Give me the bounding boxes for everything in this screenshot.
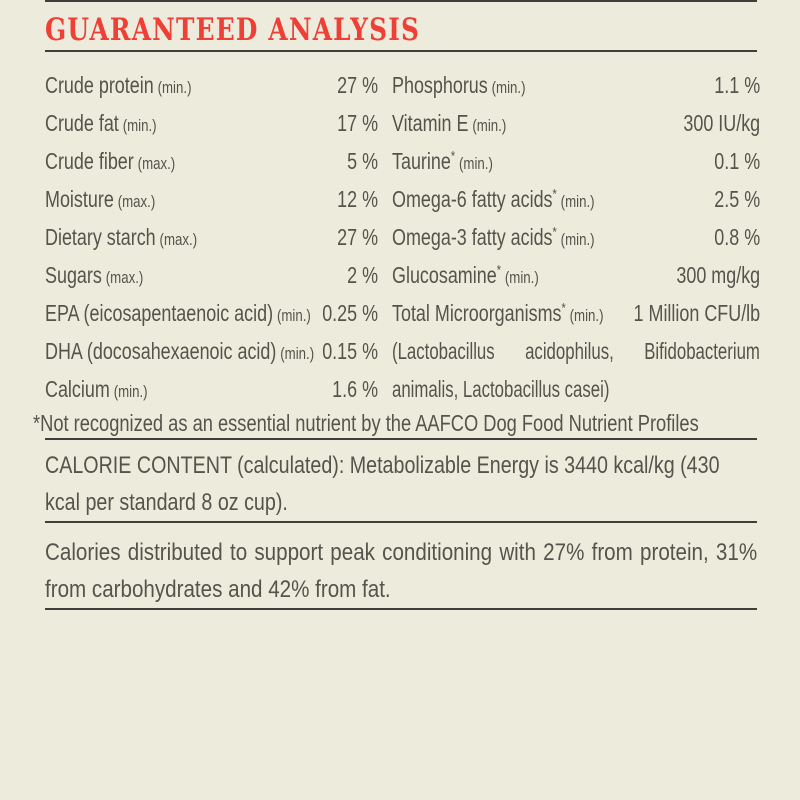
not-recognized-asterisk: *: [450, 147, 456, 164]
nutrient-value: 300 mg/kg: [676, 262, 761, 288]
nutrient-qualifier: (min.): [280, 344, 315, 363]
analysis-row: Sugars (max.) 2 %: [45, 256, 378, 294]
nutrient-value: 0.1 %: [714, 148, 761, 174]
nutrient-qualifier: (min.): [560, 230, 595, 249]
analysis-column-right: Phosphorus (min.) 1.1 % Vitamin E (min.) 300 …: [392, 66, 760, 408]
nutrient-name: Calcium: [45, 376, 110, 402]
nutrient-label: DHA (docosahexaenoic acid) (min.): [45, 332, 314, 373]
nutrient-value: 2 %: [347, 262, 379, 288]
analysis-table: Crude protein (min.) 27 % Crude fat (min.) 17…: [45, 66, 760, 408]
nutrient-value: 300 IU/kg: [683, 110, 761, 136]
nutrient-qualifier: (max.): [105, 268, 144, 287]
nutrient-label: Total Microorganisms* (min.): [392, 294, 604, 335]
nutrient-value: 1.1 %: [714, 72, 761, 98]
divider-top: [45, 0, 757, 2]
nutrient-name: Dietary starch: [45, 224, 156, 250]
nutrient-name: EPA (eicosapentaenoic acid): [45, 300, 274, 326]
analysis-row: Moisture (max.) 12 %: [45, 180, 378, 218]
analysis-row: Vitamin E (min.) 300 IU/kg: [392, 104, 760, 142]
nutrient-label: Vitamin E (min.): [392, 104, 506, 145]
nutrient-qualifier: (min.): [157, 78, 192, 97]
nutrient-value: 27 %: [337, 224, 379, 250]
nutrient-name: Taurine: [392, 148, 451, 174]
nutrient-qualifier: (min.): [458, 154, 493, 173]
analysis-row: Dietary starch (max.) 27 %: [45, 218, 378, 256]
section-title: GUARANTEED ANALYSIS: [45, 12, 421, 48]
nutrient-qualifier: (min.): [122, 116, 157, 135]
nutrient-qualifier: (min.): [560, 192, 595, 211]
nutrient-label: Sugars (max.): [45, 256, 143, 297]
nutrient-label: EPA (eicosapentaenoic acid) (min.): [45, 294, 311, 335]
analysis-row: Taurine* (min.) 0.1 %: [392, 142, 760, 180]
nutrient-label: Taurine* (min.): [392, 142, 493, 183]
not-recognized-asterisk: *: [496, 261, 501, 278]
nutrient-label: Moisture (max.): [45, 180, 155, 221]
nutrient-name: Total Microorganisms: [392, 300, 562, 326]
analysis-row: Phosphorus (min.) 1.1 %: [392, 66, 760, 104]
nutrient-name: Moisture: [45, 186, 114, 212]
nutrient-label: Dietary starch (max.): [45, 218, 197, 259]
analysis-row: Crude fiber (max.) 5 %: [45, 142, 378, 180]
analysis-row: Omega-3 fatty acids* (min.) 0.8 %: [392, 218, 760, 256]
calorie-content-statement: CALORIE CONTENT (calculated): Metaboliza…: [45, 452, 720, 516]
nutrient-qualifier: (min.): [113, 382, 148, 401]
divider-above-calorie-distribution: [45, 521, 757, 523]
analysis-row: Calcium (min.) 1.6 %: [45, 370, 378, 408]
divider-above-calorie-content: [45, 438, 757, 440]
nutrient-qualifier: (min.): [276, 306, 311, 325]
nutrient-value: 1.6 %: [332, 376, 379, 402]
nutrient-value: 12 %: [337, 186, 379, 212]
nutrient-name: Vitamin E: [392, 110, 469, 136]
nutrient-qualifier: (min.): [504, 268, 539, 287]
nutrient-name: DHA (docosahexaenoic acid): [45, 338, 277, 364]
nutrient-value: 0.15 %: [322, 338, 379, 364]
not-recognized-asterisk: *: [552, 185, 557, 202]
nutrient-label: Crude fiber (max.): [45, 142, 175, 183]
nutrient-name: Sugars: [45, 262, 102, 288]
nutrient-label: Calcium (min.): [45, 370, 148, 411]
nutrient-label: Omega-6 fatty acids* (min.): [392, 180, 595, 221]
not-recognized-asterisk: *: [552, 223, 557, 240]
analysis-row: DHA (docosahexaenoic acid) (min.) 0.15 %: [45, 332, 378, 370]
nutrient-value: 1 Million CFU/lb: [633, 300, 761, 326]
aafco-footnote: *Not recognized as an essential nutrient…: [33, 410, 699, 436]
divider-bottom: [45, 608, 757, 610]
analysis-row: EPA (eicosapentaenoic acid) (min.) 0.25 %: [45, 294, 378, 332]
nutrient-label: Phosphorus (min.): [392, 66, 526, 107]
analysis-row: Glucosamine* (min.) 300 mg/kg: [392, 256, 760, 294]
nutrient-value: 17 %: [337, 110, 379, 136]
nutrient-qualifier: (min.): [569, 306, 604, 325]
nutrient-value: 27 %: [337, 72, 379, 98]
nutrient-qualifier: (max.): [159, 230, 198, 249]
nutrient-qualifier: (min.): [491, 78, 526, 97]
microorganisms-species-note: (Lactobacillus acidophilus, Bifidobacter…: [392, 338, 760, 402]
nutrient-name: Glucosamine: [392, 262, 497, 288]
nutrient-name: Crude protein: [45, 72, 154, 98]
nutrient-value: 2.5 %: [714, 186, 761, 212]
nutrient-value: 5 %: [347, 148, 379, 174]
nutrient-label: Crude fat (min.): [45, 104, 157, 145]
nutrient-qualifier: (min.): [472, 116, 507, 135]
analysis-column-left: Crude protein (min.) 27 % Crude fat (min.) 17…: [45, 66, 378, 408]
analysis-row: Crude fat (min.) 17 %: [45, 104, 378, 142]
analysis-row: Omega-6 fatty acids* (min.) 2.5 %: [392, 180, 760, 218]
analysis-row: Total Microorganisms* (min.) 1 Million CFU…: [392, 294, 760, 332]
nutrient-qualifier: (max.): [117, 192, 156, 211]
divider-under-title: [45, 50, 757, 52]
analysis-row: Crude protein (min.) 27 %: [45, 66, 378, 104]
nutrient-name: Phosphorus: [392, 72, 488, 98]
nutrient-label: Omega-3 fatty acids* (min.): [392, 218, 595, 259]
nutrient-name: Omega-3 fatty acids: [392, 224, 553, 250]
nutrient-name: Omega-6 fatty acids: [392, 186, 553, 212]
calorie-distribution-statement: Calories distributed to support peak con…: [45, 539, 758, 603]
nutrient-label: Crude protein (min.): [45, 66, 191, 107]
nutrient-name: Crude fiber: [45, 148, 134, 174]
nutrient-qualifier: (max.): [137, 154, 176, 173]
not-recognized-asterisk: *: [561, 299, 566, 316]
nutrient-label: Glucosamine* (min.): [392, 256, 539, 297]
nutrient-value: 0.8 %: [714, 224, 761, 250]
nutrient-name: Crude fat: [45, 110, 119, 136]
nutrient-value: 0.25 %: [322, 300, 379, 326]
